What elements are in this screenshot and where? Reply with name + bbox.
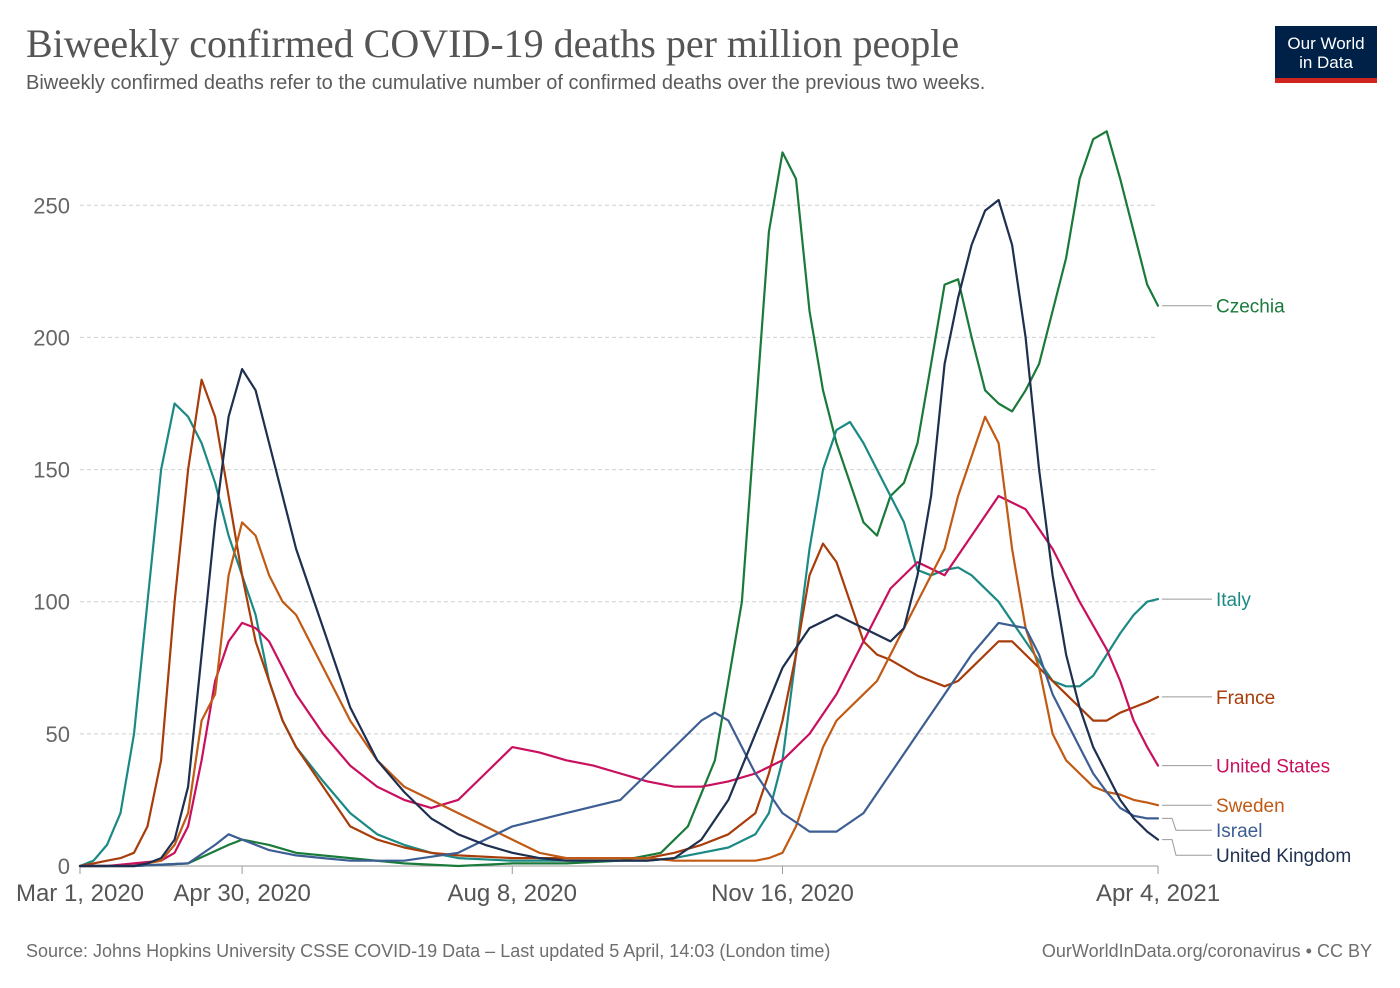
series-line-israel[interactable] xyxy=(78,621,1160,868)
y-tick-label: 200 xyxy=(33,325,70,350)
series-line-united-states[interactable] xyxy=(78,494,1160,868)
y-tick-label: 250 xyxy=(33,193,70,218)
x-tick-label: Aug 8, 2020 xyxy=(448,880,577,907)
series-line-sweden[interactable] xyxy=(78,415,1160,868)
legend-connector xyxy=(1162,839,1212,856)
legend-label-sweden[interactable]: Sweden xyxy=(1216,796,1285,817)
legend-label-france[interactable]: France xyxy=(1216,688,1275,709)
logo-line-1: Our World xyxy=(1287,34,1365,53)
credit-link[interactable]: OurWorldInData.org/coronavirus • CC BY xyxy=(1041,941,1372,961)
source-note: Source: Johns Hopkins University CSSE CO… xyxy=(26,941,831,961)
x-tick-label: Nov 16, 2020 xyxy=(711,880,854,907)
series-line-united-kingdom[interactable] xyxy=(78,198,1160,868)
legend-connector xyxy=(1162,817,1212,831)
x-tick-label: Mar 1, 2020 xyxy=(16,880,144,907)
legend-label-italy[interactable]: Italy xyxy=(1216,590,1251,611)
line-chart: 0 50 100 150 200 250 Mar 1, 2020 Apr 30, 2020 A… xyxy=(16,130,1351,907)
x-axis: Mar 1, 2020 Apr 30, 2020 Aug 8, 2020 Nov 16… xyxy=(16,865,1220,907)
y-tick-label: 0 xyxy=(58,854,70,879)
series-line-france[interactable] xyxy=(78,378,1160,868)
grid-lines xyxy=(80,204,1158,735)
y-tick-label: 50 xyxy=(46,722,70,747)
y-tick-label: 150 xyxy=(33,458,70,483)
legend-label-united-kingdom[interactable]: United Kingdom xyxy=(1216,846,1351,867)
legend: Czechia Italy France United States Sweden Isr… xyxy=(1162,297,1351,867)
y-axis-ticks: 0 50 100 150 200 250 xyxy=(33,193,70,879)
legend-label-israel[interactable]: Israel xyxy=(1216,821,1262,842)
chart-subtitle: Biweekly confirmed deaths refer to the c… xyxy=(26,72,986,94)
series-line-czechia[interactable] xyxy=(78,130,1160,868)
legend-label-united-states[interactable]: United States xyxy=(1216,757,1330,778)
series-lines xyxy=(78,130,1160,868)
chart-title: Biweekly confirmed COVID-19 deaths per m… xyxy=(26,21,960,66)
legend-label-czechia[interactable]: Czechia xyxy=(1216,297,1285,318)
logo-line-2: in Data xyxy=(1299,53,1353,72)
y-tick-label: 100 xyxy=(33,590,70,615)
owid-logo[interactable]: Our World in Data xyxy=(1275,26,1377,83)
x-tick-label: Apr 30, 2020 xyxy=(173,880,310,907)
x-tick-label: Apr 4, 2021 xyxy=(1096,880,1220,907)
series-line-italy[interactable] xyxy=(78,402,1160,868)
